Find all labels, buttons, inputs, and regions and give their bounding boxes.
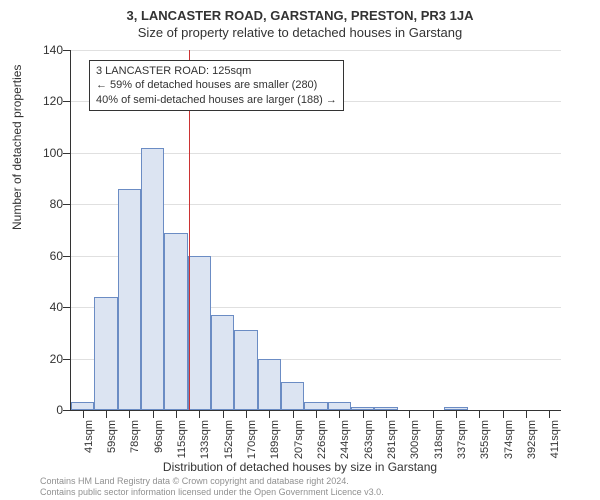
histogram-bar	[281, 382, 304, 410]
y-tick	[63, 307, 71, 308]
x-tick	[339, 410, 340, 418]
y-axis-title: Number of detached properties	[10, 65, 24, 230]
plot-area: 02040608010012014041sqm59sqm78sqm96sqm11…	[70, 50, 561, 411]
x-tick	[479, 410, 480, 418]
x-tick-label: 281sqm	[386, 420, 398, 464]
x-tick	[363, 410, 364, 418]
x-tick-label: 78sqm	[129, 420, 141, 464]
x-tick-label: 170sqm	[246, 420, 258, 464]
x-tick	[433, 410, 434, 418]
x-tick	[409, 410, 410, 418]
x-tick	[223, 410, 224, 418]
x-tick	[549, 410, 550, 418]
y-tick	[63, 256, 71, 257]
histogram-bar	[94, 297, 117, 410]
annotation-line: ← 59% of detached houses are smaller (28…	[96, 78, 337, 92]
histogram-bar	[141, 148, 164, 410]
footer-line-2: Contains public sector information licen…	[40, 487, 384, 498]
y-tick-label: 140	[43, 43, 63, 57]
x-tick-label: 355sqm	[479, 420, 491, 464]
y-tick	[63, 204, 71, 205]
x-tick	[129, 410, 130, 418]
y-tick	[63, 50, 71, 51]
x-axis-title: Distribution of detached houses by size …	[0, 460, 600, 474]
annotation-box: 3 LANCASTER ROAD: 125sqm← 59% of detache…	[89, 60, 344, 111]
x-tick-label: 96sqm	[153, 420, 165, 464]
annotation-line: 3 LANCASTER ROAD: 125sqm	[96, 64, 337, 78]
x-tick-label: 133sqm	[199, 420, 211, 464]
x-tick	[503, 410, 504, 418]
x-tick-label: 207sqm	[293, 420, 305, 464]
y-tick-label: 60	[50, 249, 63, 263]
histogram-bar	[188, 256, 211, 410]
x-tick-label: 115sqm	[176, 420, 188, 464]
chart-container: 3, LANCASTER ROAD, GARSTANG, PRESTON, PR…	[0, 0, 600, 500]
y-tick	[63, 410, 71, 411]
histogram-bar	[71, 402, 94, 410]
x-tick-label: 59sqm	[106, 420, 118, 464]
x-tick	[83, 410, 84, 418]
annotation-line: 40% of semi-detached houses are larger (…	[96, 93, 337, 107]
histogram-bar	[328, 402, 351, 410]
y-tick-label: 20	[50, 352, 63, 366]
histogram-bar	[258, 359, 281, 410]
x-tick-label: 300sqm	[409, 420, 421, 464]
x-tick-label: 318sqm	[433, 420, 445, 464]
x-tick	[176, 410, 177, 418]
y-tick-label: 80	[50, 197, 63, 211]
x-tick-label: 374sqm	[503, 420, 515, 464]
chart-title: 3, LANCASTER ROAD, GARSTANG, PRESTON, PR…	[0, 0, 600, 23]
y-tick-label: 0	[56, 403, 63, 417]
x-tick-label: 337sqm	[456, 420, 468, 464]
histogram-bar	[234, 330, 257, 410]
histogram-bar	[118, 189, 141, 410]
y-tick	[63, 359, 71, 360]
x-tick	[526, 410, 527, 418]
grid-line	[71, 50, 561, 51]
histogram-bar	[304, 402, 327, 410]
x-tick	[153, 410, 154, 418]
x-tick	[269, 410, 270, 418]
x-tick-label: 411sqm	[549, 420, 561, 464]
x-tick-label: 226sqm	[316, 420, 328, 464]
x-tick	[106, 410, 107, 418]
y-tick-label: 40	[50, 300, 63, 314]
x-tick-label: 392sqm	[526, 420, 538, 464]
footer-line-1: Contains HM Land Registry data © Crown c…	[40, 476, 384, 487]
histogram-bar	[164, 233, 187, 410]
y-tick-label: 100	[43, 146, 63, 160]
x-tick	[199, 410, 200, 418]
x-tick	[246, 410, 247, 418]
y-tick-label: 120	[43, 94, 63, 108]
x-tick-label: 152sqm	[223, 420, 235, 464]
x-tick	[293, 410, 294, 418]
x-tick-label: 41sqm	[83, 420, 95, 464]
x-tick	[386, 410, 387, 418]
x-tick	[456, 410, 457, 418]
x-tick-label: 189sqm	[269, 420, 281, 464]
footer-attribution: Contains HM Land Registry data © Crown c…	[40, 476, 384, 498]
histogram-bar	[211, 315, 234, 410]
chart-subtitle: Size of property relative to detached ho…	[0, 23, 600, 40]
x-tick-label: 244sqm	[339, 420, 351, 464]
y-tick	[63, 153, 71, 154]
x-tick-label: 263sqm	[363, 420, 375, 464]
y-tick	[63, 101, 71, 102]
x-tick	[316, 410, 317, 418]
